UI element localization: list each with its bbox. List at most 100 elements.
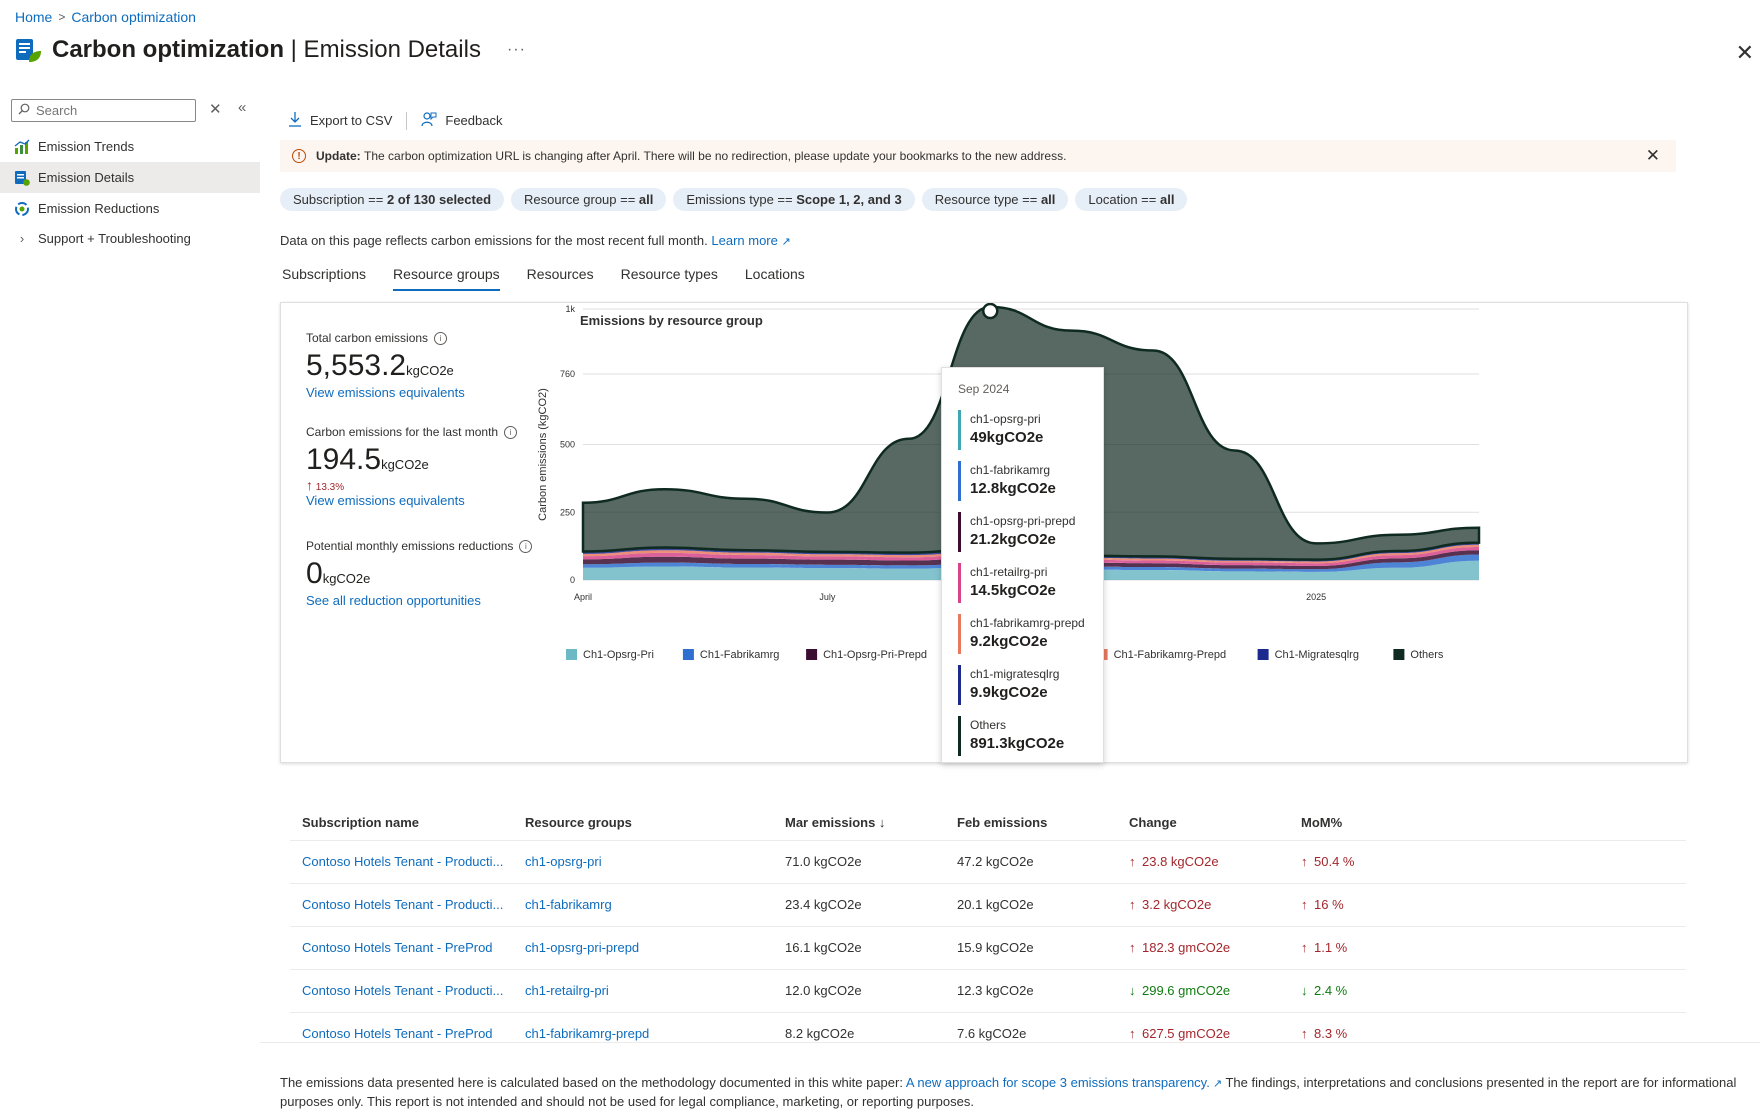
subscription-link[interactable]: Contoso Hotels Tenant - Producti... [302, 983, 504, 998]
kpi-total-label: Total carbon emissions [306, 331, 429, 345]
tooltip-value: 12.8kgCO2e [970, 480, 1056, 497]
subscription-link[interactable]: Contoso Hotels Tenant - Producti... [302, 854, 504, 869]
change-cell: 23.8 kgCO2e [1142, 854, 1219, 869]
learn-more-link[interactable]: Learn more [711, 233, 778, 248]
sidebar-item-label: Emission Trends [38, 139, 135, 154]
filter-location[interactable]: Location == all [1075, 188, 1188, 211]
banner-text: The carbon optimization URL is changing … [364, 149, 1067, 163]
white-paper-link[interactable]: A new approach for scope 3 emissions tra… [905, 1075, 1210, 1090]
more-options-button[interactable]: ··· [506, 41, 526, 58]
col-header-resource-groups[interactable]: Resource groups [525, 815, 632, 830]
filter-value: 2 of 130 selected [386, 192, 492, 207]
arrow-up-icon: ↑ [1129, 1026, 1136, 1041]
filter-resource-type[interactable]: Resource type == all [921, 188, 1069, 211]
breadcrumb-home-link[interactable]: Home [15, 9, 53, 25]
filter-value: all [1040, 192, 1056, 207]
dismiss-banner-icon[interactable]: ✕ [1645, 146, 1660, 165]
kpi-reductions-label: Potential monthly emissions reductions [306, 539, 514, 553]
tooltip-value: 891.3kgCO2e [970, 735, 1065, 752]
sidebar-item-emission-reductions[interactable]: Emission Reductions [0, 193, 260, 224]
info-icon[interactable]: i [504, 425, 518, 439]
filter-key: Subscription == [293, 192, 387, 207]
legend-swatch [1257, 649, 1269, 660]
filter-value: all [638, 192, 654, 207]
arrow-up-icon: ↑ [1301, 940, 1308, 955]
kpi-total-value: 5,553.2 [306, 349, 407, 382]
resource-group-link[interactable]: ch1-fabrikamrg [525, 897, 612, 912]
filter-pills: Subscription == 2 of 130 selected Resour… [280, 188, 1188, 211]
sidebar-item-label: Emission Details [38, 170, 135, 185]
subscription-link[interactable]: Contoso Hotels Tenant - PreProd [302, 940, 493, 955]
chevron-right-icon: > [58, 10, 66, 24]
resource-group-link[interactable]: ch1-retailrg-pri [525, 983, 609, 998]
page-title-main: Carbon optimization [52, 36, 284, 63]
tab-subscriptions[interactable]: Subscriptions [282, 266, 367, 282]
external-link-icon: ↗ [1209, 1078, 1223, 1090]
sidebar-item-support-troubleshooting[interactable]: › Support + Troubleshooting [0, 223, 260, 254]
col-header-change[interactable]: Change [1129, 815, 1177, 830]
view-equivalents-link[interactable]: View emissions equivalents [306, 493, 465, 508]
feedback-button[interactable]: Feedback [421, 111, 502, 130]
change-cell: 3.2 kgCO2e [1142, 897, 1212, 912]
info-icon[interactable]: i [519, 539, 533, 553]
sidebar-item-label: Emission Reductions [38, 201, 160, 216]
tooltip-swatch [958, 461, 961, 501]
tab-resource-groups[interactable]: Resource groups [393, 266, 500, 291]
sidebar-item-emission-details[interactable]: Emission Details [0, 162, 260, 193]
row-divider [290, 1012, 1686, 1013]
arrow-down-icon: ↓ [1301, 983, 1308, 998]
breadcrumb-current-link[interactable]: Carbon optimization [71, 9, 196, 25]
close-icon[interactable]: ✕ [1735, 40, 1754, 65]
col-header-mar-emissions[interactable]: Mar emissions ↓ [785, 815, 886, 830]
arrow-up-icon: ↑ [1129, 940, 1136, 955]
tooltip-name: ch1-opsrg-pri [970, 412, 1041, 426]
data-note: Data on this page reflects carbon emissi… [280, 233, 791, 248]
export-csv-label: Export to CSV [310, 113, 393, 128]
legend-label: Ch1-Migratesqlrg [1275, 649, 1359, 661]
area-series-ch1-fabrikamrg [583, 554, 1479, 572]
col-header-mom[interactable]: MoM% [1301, 815, 1343, 830]
sidebar-item-label: Support + Troubleshooting [38, 231, 191, 246]
resource-group-link[interactable]: ch1-fabrikamrg-prepd [525, 1026, 650, 1041]
mar-emissions-cell: 12.0 kgCO2e [785, 983, 862, 998]
info-icon[interactable]: i [434, 331, 448, 345]
mom-cell: 2.4 % [1314, 983, 1348, 998]
sidebar-item-emission-trends[interactable]: Emission Trends [0, 131, 260, 162]
change-cell: 299.6 gmCO2e [1142, 983, 1231, 998]
export-csv-button[interactable]: Export to CSV [288, 111, 392, 130]
mom-cell: 1.1 % [1314, 940, 1348, 955]
change-cell: 627.5 gmCO2e [1142, 1026, 1231, 1041]
sidebar-search[interactable] [11, 99, 196, 122]
view-equivalents-link[interactable]: View emissions equivalents [306, 385, 465, 400]
area-series-ch1-fabrikamrg-prepd [583, 544, 1479, 564]
subscription-link[interactable]: Contoso Hotels Tenant - PreProd [302, 1026, 493, 1041]
tab-resource-types[interactable]: Resource types [620, 266, 718, 282]
arrow-up-icon: ↑ [1301, 854, 1308, 869]
page-title: Carbon optimization | Emission Details [52, 36, 481, 64]
filter-subscription[interactable]: Subscription == 2 of 130 selected [280, 188, 505, 211]
mom-cell: 8.3 % [1314, 1026, 1348, 1041]
kpi-last-month-unit: kgCO2e [381, 457, 429, 472]
tab-locations[interactable]: Locations [744, 266, 805, 282]
kpi-reductions: Potential monthly emissions reductions i … [306, 539, 533, 608]
col-header-feb-emissions[interactable]: Feb emissions [957, 815, 1048, 830]
see-reduction-opportunities-link[interactable]: See all reduction opportunities [306, 593, 481, 608]
breadcrumb: Home > Carbon optimization [15, 9, 196, 25]
footer-disclaimer: The emissions data presented here is cal… [280, 1074, 1740, 1110]
resource-group-link[interactable]: ch1-opsrg-pri-prepd [525, 940, 640, 955]
search-input[interactable] [34, 102, 188, 119]
col-header-subscription[interactable]: Subscription name [302, 815, 420, 830]
tab-resources[interactable]: Resources [526, 266, 594, 282]
resource-group-link[interactable]: ch1-opsrg-pri [525, 854, 602, 869]
filter-emissions-type[interactable]: Emissions type == Scope 1, 2, and 3 [673, 188, 915, 211]
title-row: Carbon optimization | Emission Details ·… [14, 36, 526, 64]
subscription-link[interactable]: Contoso Hotels Tenant - Producti... [302, 897, 504, 912]
collapse-sidebar-icon[interactable]: « [238, 99, 247, 116]
clear-search-icon[interactable]: ✕ [209, 101, 222, 118]
legend-label: Ch1-Fabrikamrg [700, 649, 779, 661]
trends-icon [14, 139, 30, 155]
footer-text-1: The emissions data presented here is cal… [280, 1075, 906, 1090]
feb-emissions-cell: 20.1 kgCO2e [957, 897, 1034, 912]
filter-resource-group[interactable]: Resource group == all [511, 188, 667, 211]
data-note-text: Data on this page reflects carbon emissi… [280, 233, 708, 248]
